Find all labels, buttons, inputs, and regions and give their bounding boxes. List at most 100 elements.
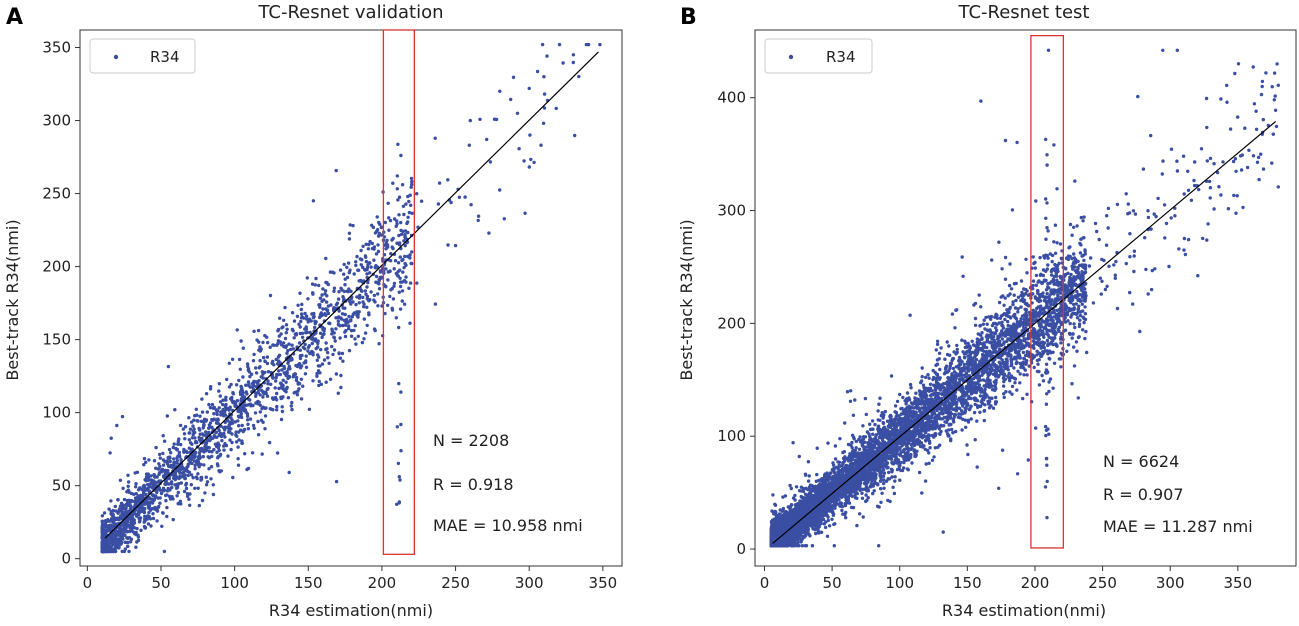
panel-a-point [498, 188, 502, 192]
panel-a-y-tick-label: 250 [42, 185, 71, 203]
panel-a-point [399, 228, 403, 233]
panel-b-point [1007, 376, 1011, 380]
panel-a-point [158, 464, 162, 469]
panel-a-point [156, 506, 160, 510]
panel-a-point [207, 402, 211, 407]
panel-a-point [397, 290, 401, 294]
panel-a-point [143, 519, 147, 523]
panel-a-point [268, 407, 272, 411]
panel-b-point [948, 353, 952, 357]
panel-b-point [793, 493, 797, 498]
panel-b-point [1068, 222, 1073, 227]
panel-a-point [401, 270, 405, 274]
panel-a-point [303, 342, 307, 347]
panel-a-point [227, 361, 231, 365]
panel-a-point [147, 458, 151, 462]
panel-b-point [989, 314, 994, 319]
panel-a-point [410, 250, 414, 254]
panel-a-point [277, 369, 281, 373]
panel-a-point [151, 516, 156, 521]
panel-a-point [433, 302, 438, 306]
panel-a-point [222, 448, 226, 452]
panel-a-point [365, 323, 369, 328]
panel-a-point [216, 421, 220, 426]
panel-a-point [362, 302, 366, 306]
panel-b-point [1215, 170, 1220, 175]
panel-a-point [136, 538, 141, 543]
panel-a-point [392, 217, 397, 221]
panel-a-point [351, 223, 355, 228]
panel-b-point [871, 432, 875, 436]
panel-a-point [301, 345, 305, 349]
panel-a-point [311, 291, 315, 295]
panel-a-point [315, 371, 319, 376]
panel-a-point [328, 377, 333, 381]
panel-a-point [243, 452, 247, 456]
panel-b-point [1048, 349, 1052, 353]
panel-a-point [151, 512, 155, 516]
panel-a-point [208, 438, 212, 442]
panel-a-point [123, 529, 128, 533]
panel-a-point [276, 329, 280, 333]
panel-a-point [108, 549, 112, 554]
panel-a-point [202, 463, 206, 467]
panel-a-point [494, 117, 499, 122]
panel-a-point [142, 463, 146, 467]
panel-b-letter: B [680, 5, 697, 30]
panel-b-point [1013, 381, 1017, 385]
panel-a-point [274, 379, 278, 383]
panel-a-point [130, 499, 134, 503]
panel-a-point [279, 332, 283, 336]
panel-a-point [330, 270, 335, 274]
panel-a-point [203, 491, 207, 495]
panel-a-point [212, 447, 216, 452]
panel-a-point [290, 407, 294, 412]
panel-a-point [409, 185, 413, 189]
panel-a-point [395, 241, 399, 245]
panel-a-point [292, 391, 296, 395]
panel-a-point [396, 261, 401, 265]
panel-a-point [125, 519, 129, 524]
panel-a-point [266, 382, 270, 386]
panel-a-point [207, 449, 211, 454]
panel-a-y-tick-label: 0 [61, 550, 71, 568]
panel-a-point [160, 524, 164, 528]
panel-a-point [437, 181, 442, 185]
panel-a-point [346, 261, 351, 265]
panel-b-point [932, 383, 936, 387]
panel-b-point [1156, 196, 1160, 201]
panel-a-point [119, 508, 123, 512]
panel-a-point [299, 312, 304, 316]
panel-a-point [280, 396, 284, 400]
panel-a-point [249, 372, 254, 376]
panel-b-point [1254, 127, 1259, 131]
panel-b-point [1186, 169, 1190, 173]
panel-a-point [110, 519, 115, 523]
panel-a-point [362, 305, 366, 309]
panel-a-point [378, 270, 383, 274]
panel-b-point [1018, 372, 1022, 376]
panel-b-point [1010, 384, 1015, 389]
panel-a-point [409, 261, 413, 266]
panel-a-point [248, 402, 253, 406]
panel-a-point [316, 339, 320, 343]
panel-a-point [395, 502, 399, 506]
panel-a-point [120, 535, 124, 539]
panel-a-point [245, 362, 250, 366]
panel-a-point [100, 543, 105, 548]
panel-a-point [330, 344, 334, 349]
panel-a-point [241, 346, 245, 350]
panel-b-point [807, 474, 811, 478]
panel-a-point [160, 467, 165, 472]
panel-a-point [394, 316, 398, 320]
panel-a-point [332, 336, 337, 340]
panel-a-point [150, 501, 155, 505]
panel-a-point [217, 382, 222, 386]
panel-a-point [353, 324, 357, 328]
panel-a-point [106, 537, 110, 542]
panel-b-point [1048, 377, 1053, 381]
panel-b-point [955, 343, 959, 348]
panel-a-point [214, 430, 218, 435]
panel-a-point [258, 345, 262, 349]
panel-a-point [383, 311, 387, 316]
